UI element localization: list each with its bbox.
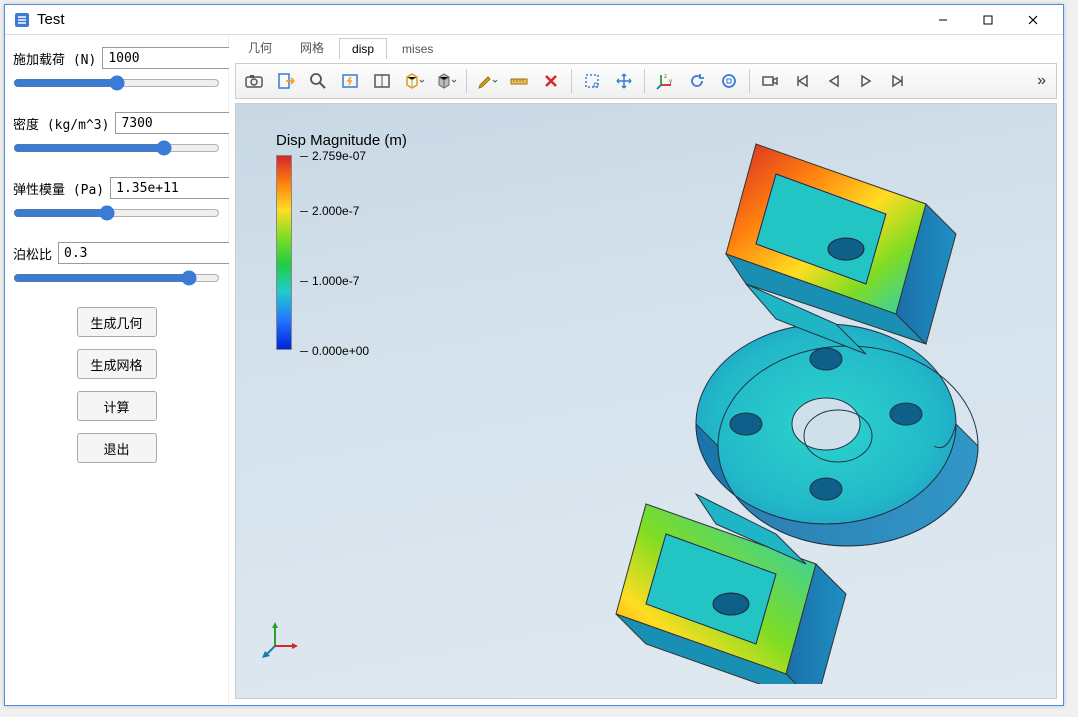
camera-icon[interactable] xyxy=(240,67,268,95)
play-icon[interactable] xyxy=(852,67,880,95)
legend-tick: 0.000e+00 xyxy=(300,344,369,358)
viewport[interactable]: Disp Magnitude (m) 2.759e-07 2.000e-7 1.… xyxy=(235,103,1057,699)
compute-button[interactable]: 计算 xyxy=(77,391,157,421)
skip-end-icon[interactable] xyxy=(884,67,912,95)
zoom-icon[interactable] xyxy=(304,67,332,95)
viewer-panel: 几何 网格 disp mises z xyxy=(229,35,1063,705)
video-icon[interactable] xyxy=(756,67,784,95)
svg-text:z: z xyxy=(664,74,667,80)
poisson-input[interactable] xyxy=(58,242,239,264)
rotate-ccw-icon[interactable] xyxy=(683,67,711,95)
window-flash-icon[interactable] xyxy=(336,67,364,95)
legend-tick: 2.000e-7 xyxy=(300,204,359,218)
youngs-label: 弹性模量 (Pa) xyxy=(13,179,104,198)
density-label: 密度 (kg/m^3) xyxy=(13,114,109,133)
close-button[interactable] xyxy=(1010,6,1055,34)
app-icon xyxy=(13,11,31,29)
toolbar-separator xyxy=(749,69,750,93)
close-red-icon[interactable] xyxy=(537,67,565,95)
field-poisson: 泊松比 xyxy=(13,242,220,289)
field-density: 密度 (kg/m^3) xyxy=(13,112,220,159)
axis-icon[interactable]: zy xyxy=(651,67,679,95)
legend-title: Disp Magnitude (m) xyxy=(276,132,407,149)
tab-disp[interactable]: disp xyxy=(339,38,387,59)
brush-dropdown-icon[interactable] xyxy=(473,67,501,95)
move-icon[interactable] xyxy=(610,67,638,95)
generate-geometry-button[interactable]: 生成几何 xyxy=(77,307,157,337)
rotate-cw-icon[interactable] xyxy=(715,67,743,95)
step-back-icon[interactable] xyxy=(820,67,848,95)
load-label: 施加载荷 (N) xyxy=(13,49,96,68)
field-load: 施加载荷 (N) xyxy=(13,47,220,94)
toolbar-separator xyxy=(644,69,645,93)
tab-mises[interactable]: mises xyxy=(389,38,446,59)
poisson-slider[interactable] xyxy=(13,270,220,286)
legend-colorbar xyxy=(276,155,292,350)
toolbar-overflow-icon[interactable]: » xyxy=(1031,72,1052,90)
maximize-button[interactable] xyxy=(965,6,1010,34)
tab-geometry[interactable]: 几何 xyxy=(235,35,285,59)
field-youngs: 弹性模量 (Pa) xyxy=(13,177,220,224)
generate-mesh-button[interactable]: 生成网格 xyxy=(77,349,157,379)
orientation-triad xyxy=(260,618,300,658)
exit-button[interactable]: 退出 xyxy=(77,433,157,463)
window-title: Test xyxy=(37,11,65,28)
viewer-toolbar: zy » xyxy=(235,63,1057,99)
poisson-label: 泊松比 xyxy=(13,244,52,263)
parameter-panel: 施加载荷 (N) 密度 (kg/m^3) 弹性模量 (Pa) xyxy=(5,35,229,705)
export-icon[interactable] xyxy=(272,67,300,95)
minimize-button[interactable] xyxy=(920,6,965,34)
app-window: Test 施加载荷 (N) 密度 (kg/m^3) xyxy=(4,4,1064,706)
load-slider[interactable] xyxy=(13,75,220,91)
legend-ticks: 2.759e-07 2.000e-7 1.000e-7 0.000e+00 xyxy=(300,155,380,350)
toolbar-separator xyxy=(571,69,572,93)
ruler-icon[interactable] xyxy=(505,67,533,95)
svg-text:y: y xyxy=(669,79,672,85)
cube-dropdown-icon[interactable] xyxy=(432,67,460,95)
legend-tick: 1.000e-7 xyxy=(300,274,359,288)
tabbar: 几何 网格 disp mises xyxy=(229,35,1063,59)
rect-split-icon[interactable] xyxy=(368,67,396,95)
select-rect-icon[interactable] xyxy=(578,67,606,95)
box-dropdown-icon[interactable] xyxy=(400,67,428,95)
toolbar-separator xyxy=(466,69,467,93)
fea-part xyxy=(526,124,1006,684)
titlebar: Test xyxy=(5,5,1063,35)
color-legend: Disp Magnitude (m) 2.759e-07 2.000e-7 1.… xyxy=(276,132,407,350)
skip-start-icon[interactable] xyxy=(788,67,816,95)
youngs-slider[interactable] xyxy=(13,205,220,221)
tab-mesh[interactable]: 网格 xyxy=(287,35,337,59)
density-slider[interactable] xyxy=(13,140,220,156)
legend-tick: 2.759e-07 xyxy=(300,149,366,163)
